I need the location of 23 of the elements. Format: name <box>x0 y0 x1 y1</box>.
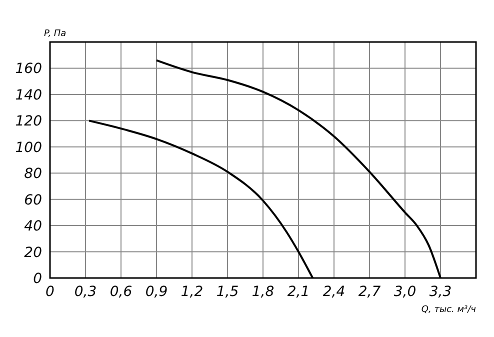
y-tick-label: 20 <box>24 244 42 261</box>
x-tick-label: 1,5 <box>216 284 239 300</box>
x-tick-label: 0,6 <box>110 284 132 300</box>
y-tick-label: 140 <box>15 87 42 104</box>
x-tick-label: 1,2 <box>180 284 204 300</box>
y-tick-label: 40 <box>24 218 42 235</box>
y-tick-label: 120 <box>15 114 42 130</box>
y-tick-label: 100 <box>15 140 42 156</box>
y-tick-label: 80 <box>24 166 42 182</box>
x-tick-label: 2,1 <box>287 284 310 300</box>
x-tick-label: 0 <box>46 284 55 300</box>
x-tick-label: 2,7 <box>358 284 381 300</box>
x-tick-label: 1,8 <box>252 284 274 300</box>
y-tick-label: 0 <box>33 271 42 287</box>
x-tick-label: 3,0 <box>394 284 416 300</box>
x-tick-label: 3,3 <box>429 284 452 300</box>
y-axis-title: P, Па <box>44 29 66 39</box>
x-tick-label: 0,3 <box>74 284 97 300</box>
y-tick-label: 160 <box>15 61 42 78</box>
y-tick-label: 60 <box>24 192 42 208</box>
x-axis-title: Q, тыс. м³/ч <box>421 305 476 315</box>
x-tick-label: 2,4 <box>322 284 346 300</box>
x-tick-label: 0,9 <box>145 284 168 300</box>
